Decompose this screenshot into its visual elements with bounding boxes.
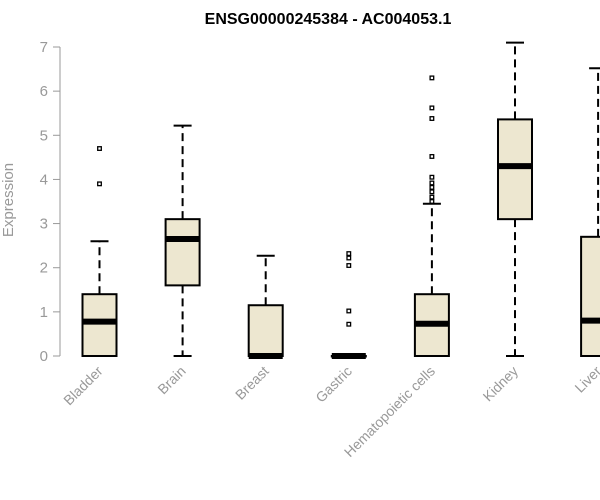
outlier-point — [346, 321, 352, 327]
x-tick-label-5: Kidney — [480, 363, 522, 405]
outlier-point — [429, 180, 435, 186]
outlier-point — [346, 255, 352, 261]
y-axis-ticks: 0 1 2 3 4 5 6 7 — [40, 39, 60, 365]
y-tick-label-5: 5 — [40, 127, 48, 144]
box-body — [247, 304, 284, 358]
outlier-point — [346, 263, 352, 268]
box-group-4 — [413, 75, 450, 358]
outlier-point — [429, 105, 435, 111]
y-tick-label-2: 2 — [40, 260, 48, 277]
outlier-point — [97, 146, 102, 151]
y-tick-label-7: 7 — [40, 39, 48, 56]
outlier-point — [429, 189, 435, 195]
box-body — [497, 118, 533, 221]
outlier-point — [429, 199, 435, 204]
outlier-point — [429, 116, 435, 121]
outlier-point — [429, 194, 435, 200]
box-body — [81, 293, 118, 358]
box-group-5 — [497, 41, 533, 357]
y-axis-label: Expression — [0, 163, 17, 237]
outlier-point — [429, 174, 435, 180]
box-group-3 — [330, 251, 367, 359]
y-tick-label-1: 1 — [40, 304, 48, 321]
box-body — [580, 235, 600, 357]
box-series — [81, 41, 600, 359]
outlier-point — [346, 251, 352, 257]
box-group-2 — [247, 254, 284, 359]
box-group-1 — [164, 124, 201, 357]
x-tick-label-6: Liver — [571, 363, 600, 396]
outlier-point — [429, 184, 435, 190]
y-tick-label-0: 0 — [40, 348, 48, 365]
x-tick-label-2: Breast — [232, 363, 272, 403]
chart-title: ENSG00000245384 - AC004053.1 — [205, 11, 452, 28]
x-tick-label-3: Gastric — [312, 363, 355, 406]
outlier-point — [97, 181, 102, 187]
outlier-point — [429, 75, 435, 81]
outlier-point — [429, 154, 435, 159]
x-tick-label-1: Brain — [154, 363, 188, 397]
box-group-6 — [580, 67, 600, 357]
box-body — [164, 218, 201, 287]
y-tick-label-6: 6 — [40, 83, 48, 100]
x-tick-label-4: Hematopoietic cells — [341, 363, 438, 460]
outlier-point — [346, 308, 352, 314]
x-tick-label-0: Bladder — [60, 363, 106, 409]
y-tick-label-4: 4 — [40, 171, 48, 188]
box-group-0 — [81, 146, 118, 358]
y-tick-label-3: 3 — [40, 216, 48, 233]
